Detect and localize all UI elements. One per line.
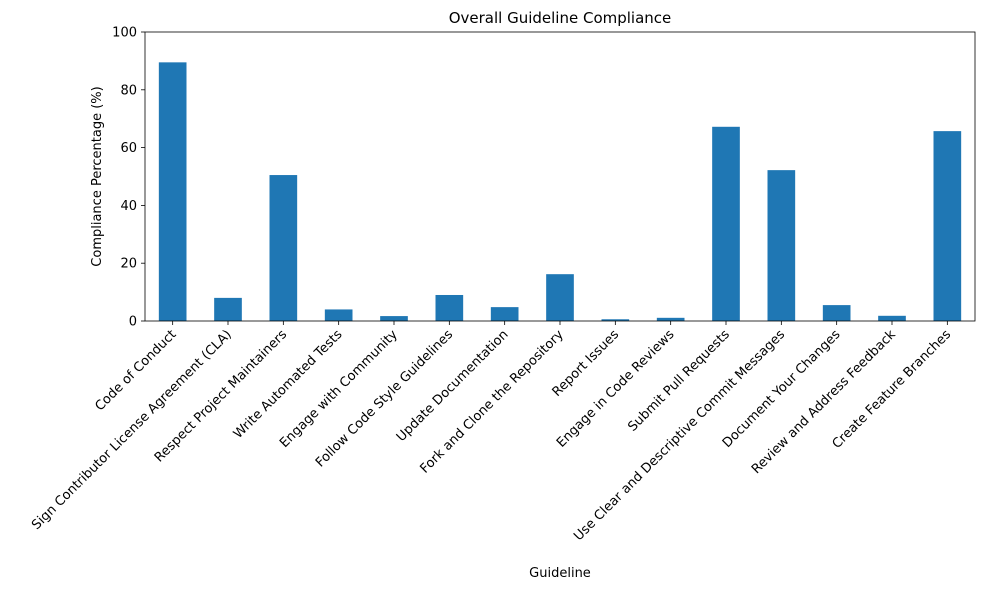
x-tick-label: Write Automated Tests: [231, 327, 346, 442]
x-tick-label: Sign Contributor License Agreement (CLA): [29, 327, 235, 533]
bar: [767, 170, 796, 321]
bar: [435, 294, 464, 321]
bar: [490, 307, 519, 321]
x-tick-label: Use Clear and Descriptive Commit Message…: [571, 327, 788, 544]
plot-frame: [144, 31, 976, 322]
x-axis-label: Guideline: [529, 566, 591, 581]
bar: [878, 315, 906, 321]
y-axis-label: Compliance Percentage (%): [90, 86, 105, 266]
y-tick-label: 40: [120, 199, 137, 214]
y-tick-label: 80: [120, 83, 137, 98]
bar: [822, 305, 851, 321]
bar: [380, 316, 408, 321]
y-axis: 0 20 40 60 80 100: [112, 26, 145, 330]
bar: [933, 131, 962, 321]
bar: [656, 317, 685, 321]
x-tick-label: Create Feature Branches: [830, 327, 955, 452]
bar: [601, 319, 630, 321]
y-tick-label: 60: [120, 141, 137, 156]
y-tick-label: 0: [129, 315, 137, 330]
bars-group: [158, 62, 962, 322]
x-tick-label: Engage in Code Reviews: [554, 327, 678, 451]
bar: [158, 62, 187, 321]
y-tick-label: 100: [112, 26, 137, 41]
chart-title: Overall Guideline Compliance: [449, 9, 672, 27]
bar: [269, 175, 298, 321]
bar: [214, 297, 242, 321]
x-tick-label: Submit Pull Requests: [625, 327, 733, 435]
y-tick-label: 20: [120, 257, 137, 272]
bar: [324, 309, 353, 321]
x-tick-label: Update Documentation: [394, 327, 512, 445]
bar: [546, 274, 574, 321]
bar: [712, 126, 740, 322]
